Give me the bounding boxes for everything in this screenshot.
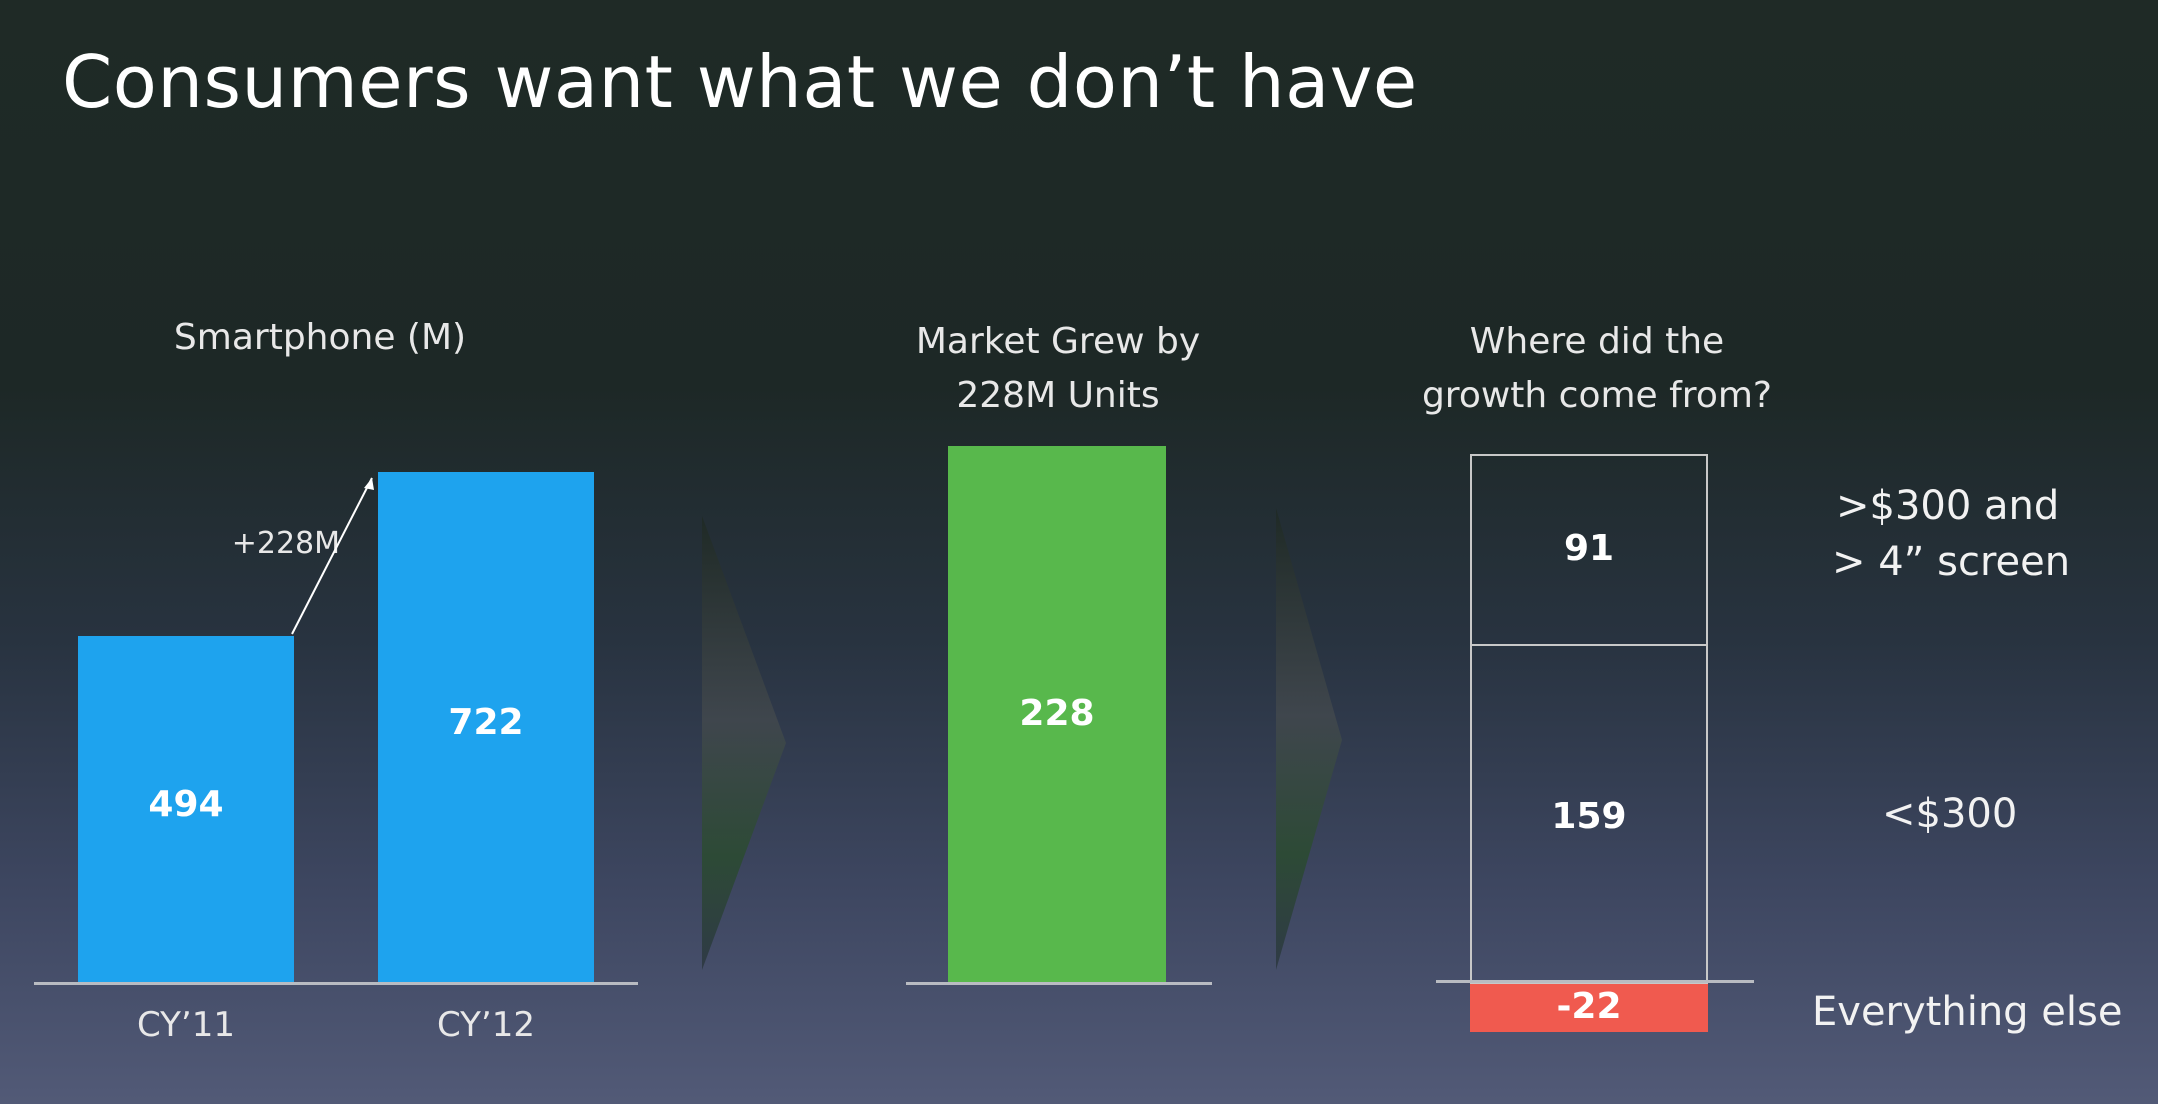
- segment-premium-value: 91: [1563, 528, 1615, 569]
- growth-source-title-line2: growth come from?: [1421, 375, 1773, 416]
- tick-cy12: CY’12: [437, 1005, 535, 1045]
- segment-under-300: 159: [1470, 644, 1708, 984]
- bar-cy12: 722: [378, 472, 594, 983]
- growth-source-title-line1: Where did the: [1469, 321, 1725, 362]
- axis-growth-source: [1436, 980, 1754, 983]
- connector-arrowhead: [364, 478, 374, 490]
- chevron-right-icon: [702, 516, 786, 970]
- segment-under-300-value: 159: [1551, 796, 1627, 837]
- tick-cy11: CY’11: [137, 1005, 235, 1045]
- growth-annotation: +228M: [231, 526, 340, 561]
- segment-everything-else: -22: [1470, 984, 1708, 1032]
- label-premium-line1: >$300 and: [1836, 483, 2060, 529]
- label-everything-else: Everything else: [1812, 989, 2123, 1035]
- axis-market: [906, 982, 1212, 985]
- label-under-300: <$300: [1882, 791, 2018, 837]
- chevron-right-icon: [1276, 508, 1342, 970]
- market-grew-title-line1: Market Grew by: [915, 321, 1201, 362]
- segment-everything-else-value: -22: [1556, 986, 1622, 1027]
- bar-cy12-value: 722: [448, 702, 524, 743]
- bar-cy11-value: 494: [148, 784, 224, 825]
- smartphone-chart-title: Smartphone (M): [173, 317, 467, 358]
- label-premium-line2: > 4” screen: [1832, 539, 2071, 585]
- growth-connector-line: [291, 477, 373, 635]
- page-title: Consumers want what we don’t have: [62, 40, 1418, 124]
- bar-market-growth-value: 228: [1019, 693, 1095, 734]
- bar-market-growth: 228: [948, 446, 1166, 983]
- axis-smartphone: [34, 982, 638, 985]
- bar-cy11: 494: [78, 636, 294, 983]
- market-grew-title-line2: 228M Units: [956, 375, 1160, 416]
